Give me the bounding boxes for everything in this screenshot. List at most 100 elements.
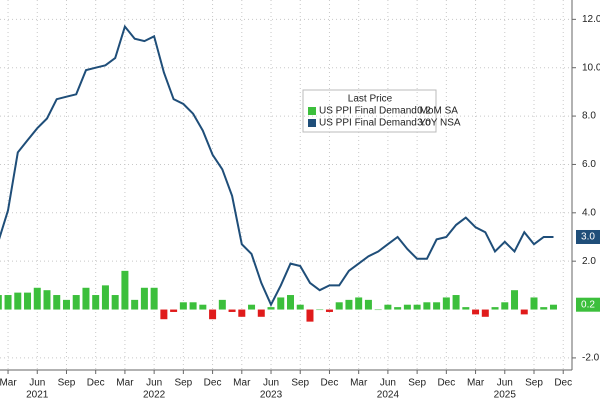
y-tick-label: 6.0: [582, 159, 596, 170]
bar: [72, 295, 80, 310]
bar: [0, 295, 2, 310]
y-tick-label: 4.0: [582, 207, 596, 218]
bar: [306, 309, 314, 322]
bar: [209, 309, 217, 320]
bar: [24, 292, 32, 310]
bar: [33, 287, 41, 310]
line: [0, 24, 554, 308]
legend-box: [302, 89, 437, 133]
bar: [423, 302, 431, 310]
y-tick-label: 10.0: [582, 62, 600, 73]
x-tick-label: Sep: [58, 378, 76, 389]
year-label: 2021: [26, 390, 49, 400]
bar: [325, 309, 333, 312]
year-label: 2025: [494, 390, 517, 400]
x-tick-label: Dec: [204, 378, 222, 389]
year-label: 2023: [260, 390, 283, 400]
bar: [384, 304, 392, 310]
bar: [111, 295, 119, 310]
year-label: 2024: [377, 390, 400, 400]
bar: [238, 309, 246, 317]
bar: [53, 295, 61, 310]
bar: [228, 309, 236, 312]
bar: [170, 309, 178, 312]
bar: [501, 302, 509, 310]
bar: [491, 307, 499, 310]
bar: [160, 309, 168, 320]
bar: [92, 295, 100, 310]
x-tick-label: Sep: [408, 378, 426, 389]
bar: [520, 309, 528, 315]
bar: [481, 309, 489, 317]
legend-label: US PPI Final Demand YoY NSA: [319, 118, 461, 129]
bar: [150, 287, 158, 310]
legend-value: 0.2: [417, 106, 431, 117]
y-tick-label: -2.0: [582, 353, 600, 364]
y-tick-label: 2.0: [582, 256, 596, 267]
x-tick-label: Mar: [0, 378, 17, 389]
bar: [452, 295, 460, 310]
bar: [62, 299, 70, 310]
x-tick-label: Mar: [116, 378, 134, 389]
bar: [442, 297, 450, 310]
x-tick-label: Dec: [321, 378, 339, 389]
last-value-tag: [576, 297, 600, 312]
x-tick-label: Jun: [263, 378, 279, 389]
bar: [189, 302, 197, 310]
bar: [394, 307, 402, 310]
bar: [199, 304, 207, 310]
bar: [101, 285, 109, 310]
bar: [472, 309, 480, 315]
x-tick-label: Jun: [29, 378, 45, 389]
x-tick-label: Dec: [437, 378, 455, 389]
bar: [277, 297, 285, 310]
bar: [403, 304, 411, 310]
bar: [530, 297, 538, 310]
bar: [4, 295, 12, 310]
last-value-label: 3.0: [581, 232, 595, 243]
x-tick-label: Jun: [380, 378, 396, 389]
bar: [374, 309, 382, 311]
bar: [549, 304, 557, 310]
bar: [131, 299, 139, 310]
x-tick-label: Jun: [146, 378, 162, 389]
bar: [413, 304, 421, 310]
bar: [287, 295, 294, 310]
legend-swatch: [308, 107, 316, 115]
x-tick-label: Sep: [291, 378, 309, 389]
bar: [140, 287, 148, 310]
year-label: 2022: [143, 390, 166, 400]
bar: [257, 309, 265, 317]
x-tick-label: Dec: [554, 378, 572, 389]
last-value-tag: [576, 229, 600, 244]
x-tick-label: Mar: [467, 378, 485, 389]
legend-swatch: [308, 119, 316, 127]
bar: [179, 302, 187, 310]
y-tick-label: 12.0: [582, 14, 600, 25]
x-tick-label: Mar: [233, 378, 251, 389]
legend-label: US PPI Final Demand MoM SA: [319, 106, 458, 117]
bar: [121, 270, 129, 310]
bar: [218, 299, 226, 310]
bar: [364, 299, 372, 310]
bar: [316, 309, 324, 311]
bar: [511, 290, 519, 310]
x-tick-label: Jun: [497, 378, 513, 389]
bar: [267, 307, 275, 310]
legend-title: Last Price: [348, 94, 393, 105]
legend-value: 3.0: [417, 118, 431, 129]
bar: [540, 307, 548, 310]
bar: [248, 304, 256, 310]
bar: [43, 290, 51, 310]
bar: [82, 287, 90, 310]
last-value-label: 0.2: [581, 299, 595, 310]
bar: [462, 307, 470, 310]
bar: [355, 297, 363, 310]
y-tick-label: 8.0: [582, 111, 596, 122]
bar: [14, 292, 22, 310]
x-tick-label: Mar: [350, 378, 368, 389]
x-tick-label: Sep: [525, 378, 543, 389]
bar: [433, 302, 441, 310]
x-tick-label: Dec: [87, 378, 105, 389]
